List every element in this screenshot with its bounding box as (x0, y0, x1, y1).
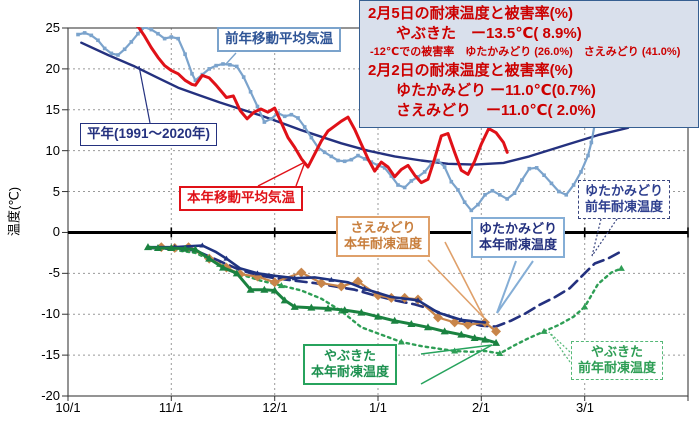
x-tick-oct: 10/1 (55, 400, 81, 415)
y-tick-m15: -15 (41, 347, 60, 362)
label-this-year-moving-avg: 本年移動平均気温 (179, 186, 303, 211)
x-tick-feb: 2/1 (471, 400, 491, 415)
x-tick-jan: 1/1 (368, 400, 388, 415)
info-line-yutakamidori: ゆたかみどり ー11.0℃(0.7%) (396, 82, 596, 99)
y-tick-m5: -5 (48, 265, 60, 280)
series-yutakamidori_prev_year (146, 246, 623, 328)
series-heinen (80, 41, 630, 166)
x-tick-mar: 3/1 (575, 400, 595, 415)
series-yabukita_this_year (146, 245, 498, 345)
label-prev-year-moving-avg: 前年移動平均気温 (217, 27, 341, 52)
label-yutakamidori-this-year: ゆたかみどり 本年耐凍温度 (471, 217, 566, 258)
info-line-saemidori: さえみどり ー11.0℃( 2.0%) (396, 102, 596, 119)
y-tick-m10: -10 (41, 306, 60, 321)
label-yutakamidori-prev-year: ゆたかみどり 前年耐凍温度 (578, 180, 671, 219)
y-tick-m20: -20 (41, 388, 60, 403)
info-line-feb2-title: 2月2日の耐凍温度と被害率(%) (368, 62, 574, 79)
series-this_year_moving_avg (135, 27, 509, 185)
x-tick-nov: 11/1 (158, 400, 184, 415)
y-tick-15: 15 (45, 102, 60, 117)
y-tick-5: 5 (52, 184, 60, 199)
info-line-yabukita: やぶきた ー13.5℃( 8.9%) (396, 25, 582, 42)
label-saemidori-this-year: さえみどり 本年耐凍温度 (336, 216, 431, 257)
label-yabukita-prev-year: やぶきた 前年耐凍温度 (571, 341, 664, 380)
y-tick-0: 0 (52, 224, 60, 239)
label-normal-1991-2020: 平年(1991～2020年) (80, 123, 218, 146)
label-yabukita-this-year: やぶきた 本年耐凍温度 (303, 344, 398, 385)
series-yutakamidori_this_year (146, 244, 487, 324)
y-axis-title: 温度(℃) (6, 186, 22, 237)
y-tick-20: 20 (45, 61, 60, 76)
y-tick-10: 10 (45, 143, 60, 158)
info-line-minus12: -12℃での被害率 ゆたかみどり (26.0%) さえみどり (41.0%) (370, 46, 681, 58)
info-line-feb5-title: 2月5日の耐凍温度と被害率(%) (368, 5, 574, 22)
series-yabukita_prev_year (146, 245, 623, 355)
damage-rate-info-box: 2月5日の耐凍温度と被害率(%) やぶきた ー13.5℃( 8.9%) -12℃… (359, 0, 699, 128)
y-tick-25: 25 (45, 20, 60, 35)
x-tick-dec: 12/1 (262, 400, 288, 415)
